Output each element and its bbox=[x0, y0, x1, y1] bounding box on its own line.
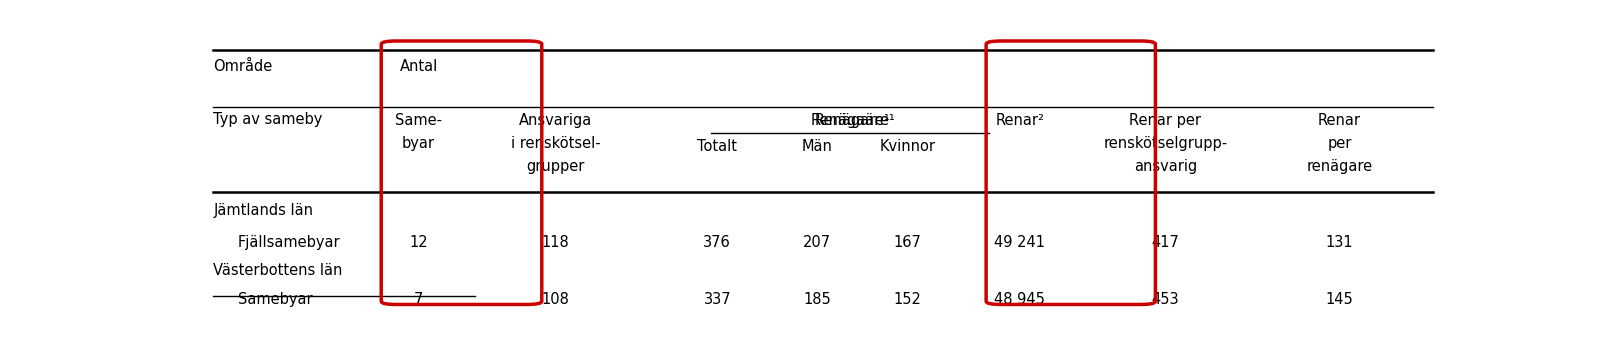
Text: ansvarig: ansvarig bbox=[1133, 159, 1196, 174]
Text: Renar²: Renar² bbox=[995, 113, 1043, 128]
Text: 376: 376 bbox=[703, 235, 730, 250]
Text: 453: 453 bbox=[1151, 292, 1178, 307]
Text: 167: 167 bbox=[894, 235, 921, 250]
Text: Renar per: Renar per bbox=[1128, 113, 1201, 128]
Text: Antal: Antal bbox=[400, 59, 438, 74]
Text: Fjällsamebyar: Fjällsamebyar bbox=[238, 235, 340, 250]
Text: Renägare¹: Renägare¹ bbox=[815, 113, 891, 128]
Text: 207: 207 bbox=[802, 235, 830, 250]
Text: per: per bbox=[1327, 136, 1351, 151]
Text: grupper: grupper bbox=[526, 159, 584, 174]
Text: Västerbottens län: Västerbottens län bbox=[213, 263, 342, 277]
Text: 417: 417 bbox=[1151, 235, 1178, 250]
Text: Män: Män bbox=[801, 139, 831, 154]
Text: 337: 337 bbox=[703, 292, 730, 307]
Text: 12: 12 bbox=[409, 235, 427, 250]
Text: Ansvariga: Ansvariga bbox=[518, 113, 592, 128]
Text: Typ av sameby: Typ av sameby bbox=[213, 112, 323, 127]
Text: Totalt: Totalt bbox=[697, 139, 737, 154]
Text: 108: 108 bbox=[541, 292, 570, 307]
Text: Renar: Renar bbox=[1318, 113, 1361, 128]
Text: Renägaäre¹: Renägaäre¹ bbox=[811, 113, 894, 128]
Text: byar: byar bbox=[401, 136, 435, 151]
Text: Område: Område bbox=[213, 59, 273, 74]
Text: 145: 145 bbox=[1324, 292, 1353, 307]
Text: 131: 131 bbox=[1326, 235, 1353, 250]
Text: 118: 118 bbox=[541, 235, 570, 250]
Text: renskötselgrupp-: renskötselgrupp- bbox=[1103, 136, 1226, 151]
Text: i renskötsel-: i renskötsel- bbox=[510, 136, 600, 151]
Text: 49 241: 49 241 bbox=[993, 235, 1045, 250]
Text: Samebyar: Samebyar bbox=[238, 292, 313, 307]
Text: 152: 152 bbox=[894, 292, 921, 307]
Text: Same-: Same- bbox=[395, 113, 441, 128]
Text: 7: 7 bbox=[414, 292, 424, 307]
Text: 48 945: 48 945 bbox=[993, 292, 1045, 307]
Text: 185: 185 bbox=[802, 292, 830, 307]
Text: renägare: renägare bbox=[1306, 159, 1372, 174]
Text: Kvinnor: Kvinnor bbox=[880, 139, 936, 154]
Text: Jämtlands län: Jämtlands län bbox=[213, 203, 313, 218]
